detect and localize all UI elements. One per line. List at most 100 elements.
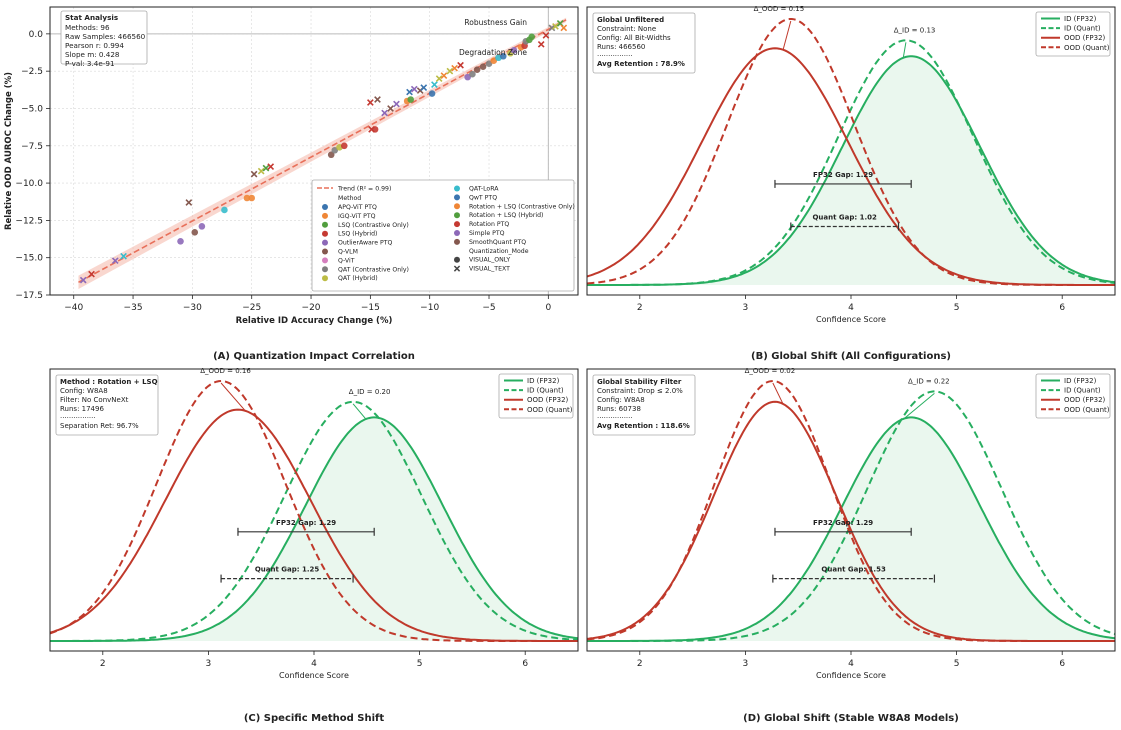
panel-title-c: (C) Specific Method Shift [244,713,385,724]
annotation-degradation: Degradation Zone [459,48,527,57]
legend-method-label: Rotation + LSQ (Contrastive Only) [469,203,575,210]
scatter-panel: −40 −35 −30 −25 −20 −15 −10 −5 0 0.0 −2.5 −5.0 −7.5 −… [4,6,579,326]
id-arrow [902,42,907,59]
x-tick-label: 3 [206,659,212,669]
info-box-title: Global Unfiltered [597,16,664,24]
density-panel-d: FP32 Gap: 1.29 Quant Gap: 1.53 Δ_OOD = 0.0… [586,367,1116,680]
x-tick-label: −20 [302,303,321,313]
x-tick-label: 2 [637,659,643,669]
legend-label: ID (Quant) [527,387,564,395]
info-box-retention: Avg Retention : 118.6% [597,422,690,430]
data-point-stroke [257,167,265,175]
density-curve [50,379,578,642]
data-point-stroke [446,67,454,75]
data-point [440,72,448,80]
data-point [368,125,375,133]
data-point-stroke [440,72,448,80]
data-point [111,257,119,265]
data-point-stroke [556,20,564,27]
legend-label: ID (FP32) [527,377,560,385]
legend-swatch [454,203,460,210]
stats-box-line: Raw Samples: 466560 [65,32,146,41]
ood-delta-annotation: Δ_OOD = 0.16 [200,367,251,375]
legend-box [498,373,574,419]
density-curve [587,379,1115,642]
stats-box [60,10,148,65]
x-axis-label: Confidence Score [816,671,886,680]
ood-arrow [782,20,792,51]
info-box [592,374,696,436]
info-box-rule: ................ [60,412,96,420]
legend-method-label: LSQ (Contrastive Only) [338,222,409,229]
data-point-stroke [120,252,127,260]
data-point [451,64,458,72]
gap-label: FP32 Gap: 1.29 [276,519,336,527]
data-point-stroke [111,257,119,265]
data-point [327,151,335,159]
legend-swatch [454,185,460,192]
ood-delta-annotation: Δ_OOD = 0.15 [754,5,805,13]
legend-method-label: QwT PTQ [469,194,497,201]
id-delta-annotation: Δ_ID = 0.13 [894,26,936,34]
legend-method-label: Simple PTQ [469,230,505,237]
info-box [55,374,159,436]
data-point-stroke [542,31,550,39]
legend-method-label: QAT-LoRA [469,186,499,193]
info-box-line: Config: W8A8 [597,396,645,404]
panel-title-b: (B) Global Shift (All Configurations) [751,351,951,362]
x-tick-label: −5 [482,303,495,313]
legend-label: OOD (Quant) [527,406,573,414]
legend-method-header: Method [338,195,361,202]
data-point-stroke [552,23,559,30]
legend-swatch [454,238,460,245]
data-point [267,163,275,171]
data-point-stroke [537,40,545,48]
legend-swatch [322,266,328,273]
data-point [548,24,556,32]
y-tick-label: −17.5 [15,291,43,301]
id-arrow [352,403,367,420]
legend-box [311,179,575,292]
x-tick-label: 3 [743,659,749,669]
x-tick-label: −35 [124,303,143,313]
data-point [191,229,199,236]
x-tick-label: 5 [954,659,960,669]
data-point [262,164,270,172]
x-tick-label: 6 [1059,303,1065,313]
y-tick-label: −12.5 [15,216,43,226]
x-tick-label: 5 [954,303,960,313]
gap-label: FP32 Gap: 1.29 [813,171,873,179]
data-point [221,206,228,214]
data-point [177,237,184,245]
ood-arrow [772,382,784,405]
data-point [257,167,265,175]
density-curve [587,39,1115,286]
panel-title-a: (A) Quantization Impact Correlation [213,351,415,362]
data-point [420,84,428,91]
data-point [469,70,476,78]
annotation-robustness: Robustness Gain [464,18,527,27]
stats-box-line: Pearson r: 0.994 [65,41,124,50]
legend-swatch [322,204,328,210]
data-point-stroke [387,105,394,112]
y-tick-label: −15.0 [15,254,43,264]
density-curve [587,18,1115,286]
data-point [88,270,95,278]
y-tick-label: −10.0 [15,179,43,189]
x-tick-label: 6 [522,659,528,669]
data-point [250,170,258,178]
info-box [592,12,696,74]
legend-mode-label: VISUAL_ONLY [469,257,510,264]
legend-swatch [322,248,328,255]
stats-box-title: Stat Analysis [65,13,118,22]
info-box-line: Constraint: None [597,25,656,33]
legend-method-label: IGQ-ViT PTQ [338,213,376,220]
legend-label: OOD (FP32) [1064,34,1106,42]
legend-method-label: SmoothQuant PTQ [469,239,526,246]
data-point-stroke [79,276,87,284]
x-tick-label: −40 [64,303,83,313]
data-point [387,105,394,112]
info-box-line: Constraint: Drop ≤ 2.0% [597,387,683,395]
data-point-stroke [420,84,428,91]
info-box-line: Filter: No ConvNeXt [60,396,129,404]
